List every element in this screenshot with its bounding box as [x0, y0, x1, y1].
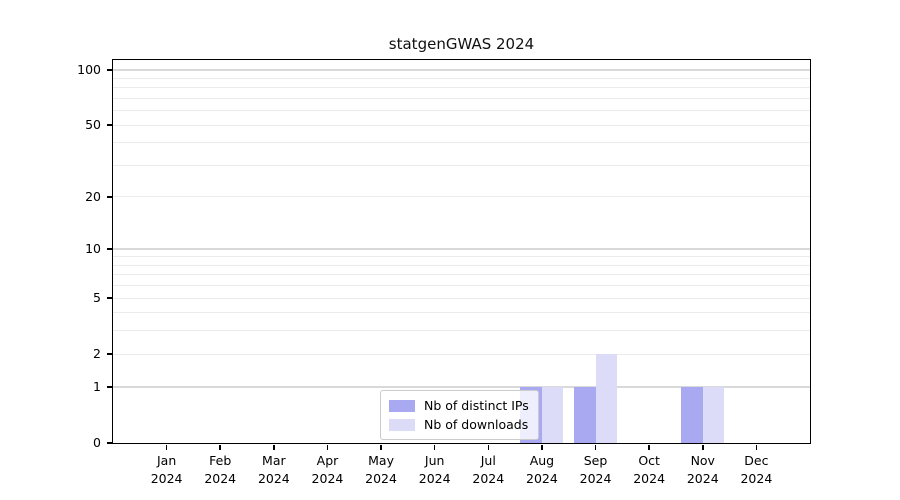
y-tick-mark — [107, 386, 113, 388]
y-tick-label: 2 — [93, 346, 101, 362]
x-tick-mark — [594, 444, 597, 450]
x-tick-label: Mar 2024 — [257, 453, 290, 487]
legend-swatch-downloads-icon — [389, 418, 415, 431]
x-tick-mark — [433, 444, 436, 450]
y-tick-mark — [107, 353, 113, 355]
x-tick-label: Dec 2024 — [740, 453, 773, 487]
y-tick-label: 5 — [93, 290, 101, 306]
legend-item-downloads: Nb of downloads — [389, 415, 529, 434]
bar-downloads-nov — [702, 386, 725, 443]
y-tick-label: 1 — [93, 378, 101, 394]
bar-downloads-sep — [595, 354, 617, 443]
x-tick-label: Feb 2024 — [204, 453, 237, 487]
y-tick-mark — [107, 297, 113, 299]
gridline-minor — [113, 164, 810, 166]
x-tick-mark — [755, 444, 758, 450]
gridline-minor — [113, 353, 810, 355]
legend-swatch-distinct-ips-icon — [389, 399, 415, 412]
legend: Nb of distinct IPs Nb of downloads — [380, 390, 539, 440]
y-tick-label: 100 — [77, 62, 101, 77]
y-tick-mark — [107, 124, 113, 126]
x-tick-mark — [273, 444, 275, 450]
x-tick-label: Oct 2024 — [633, 453, 666, 487]
x-tick-label: Jul 2024 — [472, 453, 505, 487]
x-tick-label: Sep 2024 — [579, 453, 612, 487]
x-tick-label: Aug 2024 — [526, 453, 558, 487]
gridline-minor — [113, 256, 810, 258]
gridline-minor — [113, 110, 810, 112]
plot-spines — [112, 59, 811, 444]
y-tick-mark — [107, 248, 113, 250]
y-tick-label: 20 — [85, 188, 101, 204]
legend-label-downloads: Nb of downloads — [424, 417, 529, 432]
x-tick-mark — [541, 444, 543, 450]
bar-distinct-ips-nov — [681, 386, 703, 443]
y-tick-mark — [107, 442, 113, 444]
y-tick-mark — [107, 69, 113, 71]
x-tick-mark — [165, 444, 168, 450]
gridline-minor — [113, 77, 810, 79]
y-tick-label: 50 — [85, 117, 101, 133]
gridline-minor — [113, 87, 810, 89]
gridline-minor — [113, 330, 810, 332]
gridline-minor — [113, 196, 810, 198]
bar-downloads-aug — [541, 386, 564, 443]
gridline-minor — [113, 274, 810, 276]
y-tick-label: 0 — [93, 435, 101, 450]
x-tick-label: Apr 2024 — [311, 453, 344, 487]
gridline-minor — [113, 297, 810, 299]
x-tick-mark — [702, 444, 704, 450]
gridline-major — [113, 248, 810, 250]
x-tick-mark — [219, 444, 221, 450]
x-tick-label: May 2024 — [365, 453, 397, 487]
x-tick-label: Nov 2024 — [686, 453, 719, 487]
bar-distinct-ips-sep — [574, 386, 596, 443]
gridline-minor — [113, 142, 810, 144]
gridline-minor — [113, 264, 810, 266]
y-tick-label: 10 — [85, 241, 101, 257]
chart-title: statgenGWAS 2024 — [388, 35, 535, 53]
gridline-minor — [113, 285, 810, 287]
x-tick-mark — [648, 444, 650, 450]
legend-item-distinct-ips: Nb of distinct IPs — [389, 396, 529, 415]
gridline-major — [113, 69, 810, 71]
x-tick-label: Jan 2024 — [150, 453, 183, 487]
y-tick-mark — [107, 196, 113, 198]
x-tick-mark — [380, 444, 382, 450]
gridline-minor — [113, 124, 810, 126]
x-tick-label: Jun 2024 — [418, 453, 451, 487]
x-tick-mark — [326, 444, 329, 450]
legend-label-distinct-ips: Nb of distinct IPs — [424, 398, 529, 413]
gridline-minor — [113, 312, 810, 314]
x-tick-mark — [487, 444, 490, 450]
gridline-major — [113, 386, 810, 388]
gridline-minor — [113, 97, 810, 99]
